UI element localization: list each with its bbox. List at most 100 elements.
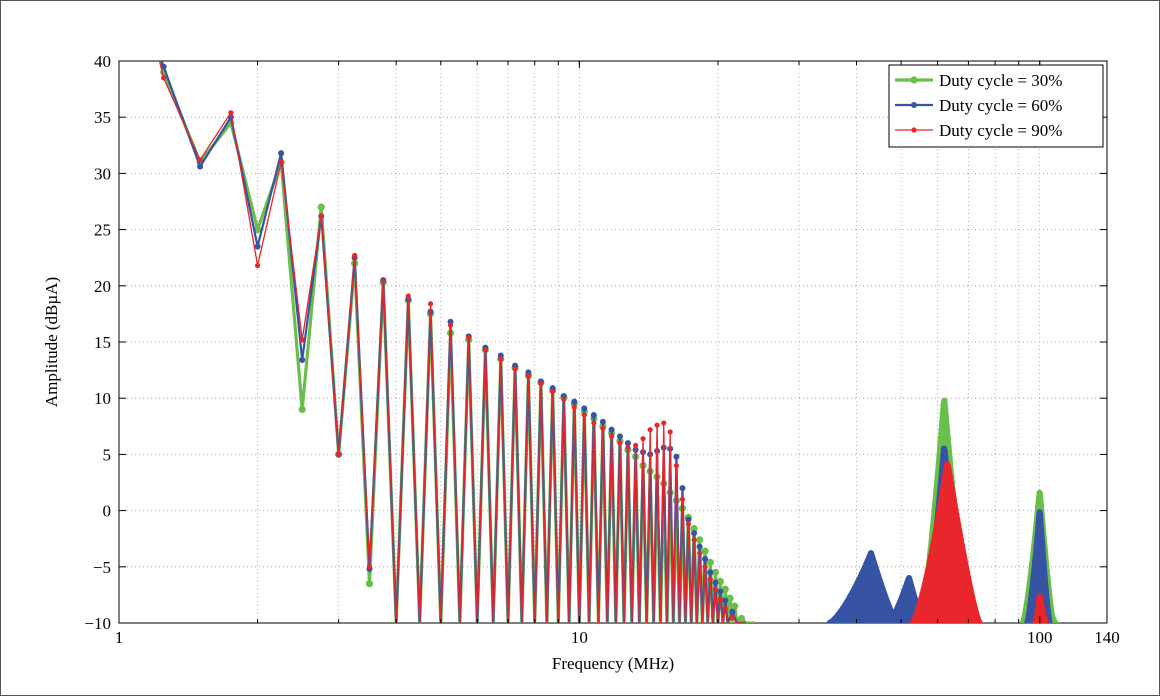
data-point — [625, 445, 631, 451]
data-point — [365, 580, 374, 588]
legend-label: Duty cycle = 60% — [939, 96, 1062, 115]
data-point — [939, 485, 947, 493]
data-point — [317, 203, 325, 211]
data-point — [941, 447, 948, 454]
data-point — [927, 552, 935, 560]
data-point — [949, 490, 956, 497]
data-point — [609, 433, 615, 440]
data-point — [956, 532, 964, 539]
data-point — [447, 322, 454, 328]
data-point — [945, 468, 953, 475]
data-point — [679, 496, 686, 502]
data-point — [716, 577, 725, 586]
data-point — [697, 550, 703, 556]
data-point — [427, 301, 434, 307]
data-point — [931, 537, 938, 544]
data-point — [336, 451, 342, 457]
data-point — [721, 585, 729, 593]
x-tick-label: 100 — [1027, 628, 1053, 647]
data-point — [278, 150, 285, 157]
y-tick-label: 25 — [94, 221, 111, 240]
data-point — [717, 588, 724, 595]
data-point — [1042, 619, 1049, 623]
data-point — [647, 427, 653, 433]
data-point — [197, 157, 203, 163]
y-axis-label: Amplitude (dBµA) — [42, 277, 61, 407]
data-point — [938, 427, 945, 434]
data-point — [941, 453, 949, 460]
data-point — [352, 252, 358, 259]
legend-label: Duty cycle = 90% — [939, 121, 1062, 140]
series-layer — [152, 41, 1059, 623]
data-point — [943, 428, 951, 435]
data-point — [691, 530, 698, 537]
data-point — [466, 334, 472, 341]
data-point — [152, 41, 159, 48]
series-3 — [158, 61, 1049, 623]
data-point — [935, 514, 942, 522]
data-point — [600, 425, 606, 432]
data-point — [706, 558, 714, 566]
legend-swatch-marker — [911, 127, 917, 133]
data-point — [952, 506, 959, 513]
data-point — [1037, 502, 1045, 509]
data-point — [954, 516, 961, 524]
y-tick-label: −10 — [84, 614, 111, 633]
data-point — [380, 278, 386, 284]
data-point — [729, 614, 736, 620]
data-point — [254, 262, 261, 269]
data-point — [298, 405, 306, 414]
data-point — [712, 586, 719, 592]
data-point — [940, 479, 948, 487]
data-point — [160, 63, 167, 70]
data-point — [942, 413, 949, 420]
data-point — [941, 473, 949, 480]
data-point — [711, 568, 720, 577]
data-point — [932, 531, 939, 539]
data-point — [405, 293, 411, 299]
data-point — [691, 537, 697, 543]
y-tick-label: 0 — [103, 502, 112, 521]
data-point — [948, 485, 955, 492]
x-axis-label: Frequency (MHz) — [552, 654, 674, 673]
data-point — [950, 495, 957, 503]
data-point — [925, 562, 933, 570]
data-point — [640, 436, 646, 442]
data-point — [937, 435, 945, 443]
data-point — [737, 614, 746, 623]
data-point — [1036, 491, 1044, 499]
x-tick-label: 140 — [1094, 628, 1120, 647]
series-line — [158, 61, 746, 623]
data-point — [482, 347, 488, 353]
data-point — [712, 579, 719, 586]
data-point — [550, 388, 556, 395]
data-point — [617, 440, 623, 446]
y-tick-label: 35 — [94, 108, 111, 127]
y-tick-label: 5 — [103, 445, 112, 464]
data-point — [616, 433, 623, 440]
data-point — [366, 564, 373, 570]
data-point — [722, 597, 729, 604]
y-tick-label: 30 — [94, 164, 111, 183]
data-point — [591, 420, 597, 426]
data-point — [673, 463, 680, 469]
data-point — [953, 511, 960, 519]
data-point — [937, 503, 944, 510]
data-point — [941, 405, 949, 412]
y-tick-label: 40 — [94, 52, 111, 71]
data-point — [685, 516, 692, 523]
data-point — [696, 543, 703, 550]
data-point — [946, 474, 954, 481]
data-point — [299, 356, 306, 363]
data-point — [318, 213, 324, 219]
data-point — [941, 397, 948, 405]
data-point — [624, 440, 631, 447]
data-point — [299, 337, 305, 343]
legend-label: Duty cycle = 30% — [939, 71, 1062, 90]
data-point — [717, 596, 724, 602]
data-point — [633, 442, 639, 449]
data-point — [951, 501, 958, 508]
data-point — [679, 485, 686, 492]
